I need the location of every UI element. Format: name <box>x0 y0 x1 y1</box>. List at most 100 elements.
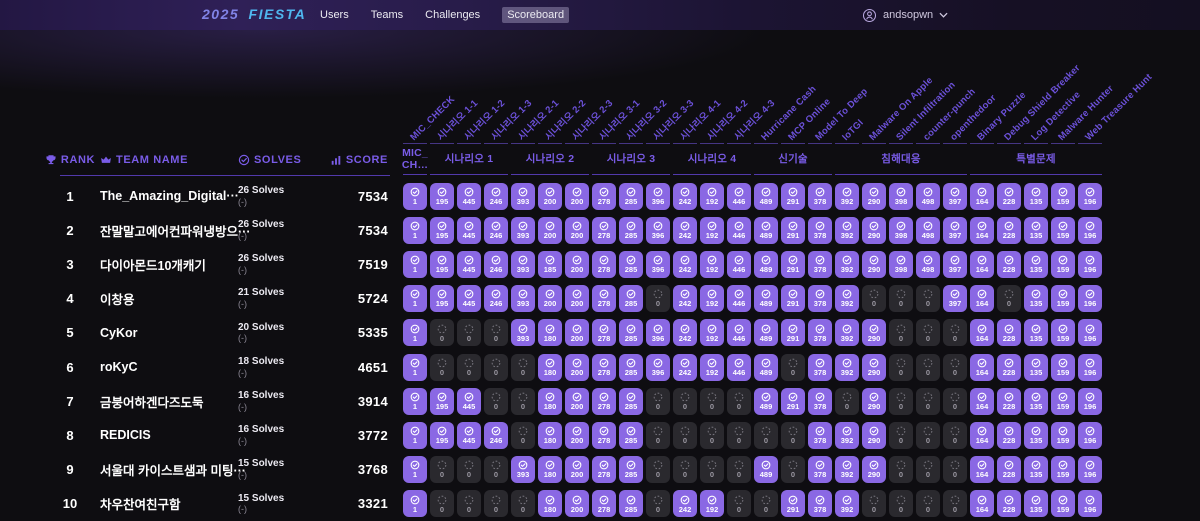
team-rank: 9 <box>66 462 74 478</box>
check-circle-icon <box>518 460 528 470</box>
badge-points: 489 <box>759 401 773 411</box>
badge-points: 291 <box>786 299 800 309</box>
challenge-solved-cell: 135 <box>1024 319 1048 347</box>
challenge-unsolved-cell: 0 <box>700 387 724 415</box>
team-solves: 18 Solves (-) <box>238 356 333 378</box>
badge-points: 0 <box>520 401 526 411</box>
nav-item-challenges[interactable]: Challenges <box>425 9 481 21</box>
badge-points: 378 <box>813 265 827 275</box>
team-name-link[interactable]: 다이아몬드10개캐기 <box>100 258 206 273</box>
badge-points: 0 <box>898 401 904 411</box>
team-name-link[interactable]: 이창용 <box>100 293 135 308</box>
check-circle-icon <box>572 392 582 402</box>
challenge-solved-cell: 445 <box>457 216 481 244</box>
check-circle-icon <box>464 392 474 402</box>
badge-points: 1 <box>412 504 418 514</box>
check-circle-icon <box>977 426 987 436</box>
nav-item-scoreboard[interactable]: Scoreboard <box>502 7 570 23</box>
challenge-solved-cell: 291 <box>781 387 805 415</box>
team-name-link[interactable]: 금붕어하겐다즈도둑 <box>100 395 204 410</box>
challenge-solved-cell: 291 <box>781 319 805 347</box>
badge-points: 0 <box>925 401 931 411</box>
badge-points: 0 <box>736 470 742 480</box>
column-tick <box>403 143 427 144</box>
badge-points: 0 <box>952 401 958 411</box>
check-circle-icon <box>1085 255 1095 265</box>
challenge-solved-cell: 392 <box>835 456 859 484</box>
challenge-solved-cell: 393 <box>511 216 535 244</box>
solves-count: 21 Solves <box>238 287 285 299</box>
challenge-solved-cell: 246 <box>484 216 508 244</box>
dashed-circle-icon <box>896 495 906 505</box>
team-name-link[interactable]: roKyC <box>100 360 138 375</box>
team-name-link[interactable]: 차우찬여친구함 <box>100 498 181 513</box>
challenge-solved-cell: 291 <box>781 250 805 278</box>
challenge-unsolved-cell: 0 <box>916 421 940 449</box>
challenge-solved-cell: 228 <box>997 387 1021 415</box>
check-circle-icon <box>734 324 744 334</box>
badge-points: 200 <box>543 231 557 241</box>
challenge-unsolved-cell: 0 <box>916 490 940 518</box>
dashed-circle-icon <box>896 426 906 436</box>
badge-points: 285 <box>624 333 638 343</box>
challenge-solved-cell: 200 <box>565 456 589 484</box>
solves-delta: (-) <box>238 299 247 310</box>
check-circle-icon <box>977 255 987 265</box>
check-circle-icon <box>761 392 771 402</box>
check-circle-icon <box>950 289 960 299</box>
check-circle-icon <box>572 460 582 470</box>
challenge-solved-cell: 445 <box>457 387 481 415</box>
team-solves: 15 Solves (-) <box>238 458 333 480</box>
badge-points: 185 <box>543 265 557 275</box>
challenge-solved-cell: 285 <box>619 285 643 313</box>
dashed-circle-icon <box>950 426 960 436</box>
challenge-solved-cell: 246 <box>484 182 508 210</box>
challenge-solved-cell: 228 <box>997 421 1021 449</box>
user-menu[interactable]: andsopwn <box>862 0 948 30</box>
team-name-link[interactable]: 잔말말고에어컨파워냉방으··· <box>100 224 251 239</box>
challenge-solved-cell: 159 <box>1051 319 1075 347</box>
badge-points: 0 <box>1006 299 1012 309</box>
scoreboard-rows: 1 The_Amazing_Digital··· 26 Solves (-) 7534 1… <box>40 179 1102 521</box>
challenge-solved-cell: 378 <box>808 319 832 347</box>
badge-points: 159 <box>1056 470 1070 480</box>
badge-points: 392 <box>840 504 854 514</box>
dashed-circle-icon <box>437 495 447 505</box>
check-circle-icon <box>545 495 555 505</box>
badge-points: 285 <box>624 196 638 206</box>
challenge-unsolved-cell: 0 <box>646 490 670 518</box>
challenge-badges: 1 195 445 0 0 180 200 278 285 0 0 0 0 489 291 378 0 290 0 0… <box>403 387 1102 415</box>
badge-points: 396 <box>651 265 665 275</box>
nav-item-teams[interactable]: Teams <box>370 9 404 21</box>
badge-points: 397 <box>948 196 962 206</box>
badge-points: 0 <box>952 470 958 480</box>
check-circle-icon <box>599 289 609 299</box>
badge-points: 0 <box>439 504 445 514</box>
dashed-circle-icon <box>518 392 528 402</box>
challenge-unsolved-cell: 0 <box>673 421 697 449</box>
challenge-solved-cell: 290 <box>862 421 886 449</box>
check-circle-icon <box>437 187 447 197</box>
challenge-solved-cell: 278 <box>592 250 616 278</box>
badge-points: 246 <box>489 196 503 206</box>
app-logo[interactable]: 2025 FIESTA <box>202 6 306 22</box>
check-circle-icon <box>815 187 825 197</box>
nav-item-users[interactable]: Users <box>320 9 349 21</box>
badge-points: 159 <box>1056 367 1070 377</box>
dashed-circle-icon <box>491 392 501 402</box>
check-circle-icon <box>1031 289 1041 299</box>
badge-points: 0 <box>493 401 499 411</box>
challenge-solved-cell: 378 <box>808 285 832 313</box>
rank-column-header: RANK <box>40 154 100 166</box>
team-score: 5724 <box>357 291 388 307</box>
team-name-link[interactable]: REDICIS <box>100 428 151 443</box>
team-name-link[interactable]: CyKor <box>100 325 138 340</box>
team-name-link[interactable]: 서울대 카이스트샘과 미팅··· <box>100 464 246 479</box>
team-name-link[interactable]: The_Amazing_Digital··· <box>100 189 239 204</box>
challenge-solved-cell: 242 <box>673 285 697 313</box>
badge-points: 396 <box>651 231 665 241</box>
team-row: 6 roKyC 18 Solves (-) 4651 1 0 0 0 0 180 200 278 285 3… <box>40 350 1102 384</box>
check-circle-icon <box>437 255 447 265</box>
challenge-unsolved-cell: 0 <box>511 490 535 518</box>
badge-points: 0 <box>466 333 472 343</box>
